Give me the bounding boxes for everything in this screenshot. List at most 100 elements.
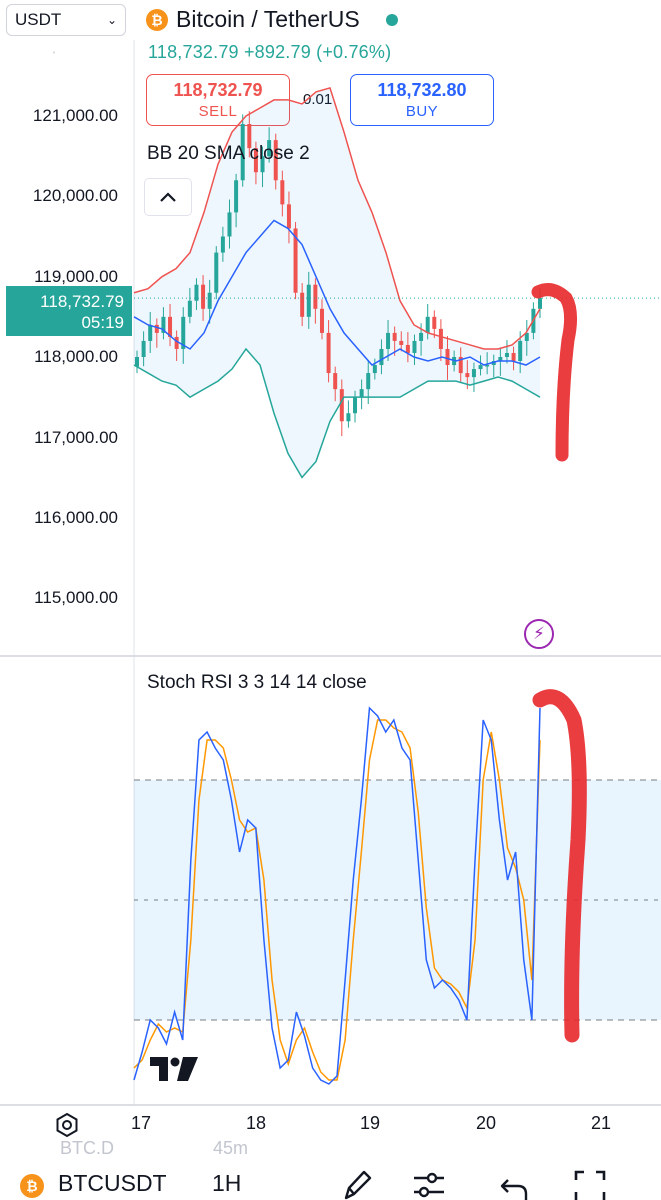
candle-body: [538, 298, 542, 309]
buy-price: 118,732.80: [377, 80, 467, 100]
price-axis-label: 115,000.00: [34, 588, 118, 607]
price-axis-label: 118,000.00: [34, 347, 118, 366]
candle-body: [306, 284, 311, 317]
symbol-header[interactable]: ₿ Bitcoin / TetherUS: [146, 6, 398, 33]
candle-body: [491, 361, 496, 366]
candle-body: [504, 352, 509, 357]
candle-countdown: 05:19: [81, 313, 124, 332]
candle-body: [524, 332, 529, 341]
candle-body: [346, 413, 351, 422]
time-axis-label: 19: [360, 1113, 381, 1133]
candle-body: [458, 357, 463, 374]
ghost-symbol: BTC.D: [60, 1138, 114, 1158]
candle-body: [319, 308, 324, 333]
time-axis-label: 20: [476, 1113, 497, 1133]
price-axis-label: 120,000.00: [32, 186, 118, 205]
candle-body: [234, 180, 239, 213]
collapse-indicators-button[interactable]: [144, 178, 192, 216]
fullscreen-icon[interactable]: [574, 1170, 606, 1200]
candle-body: [247, 124, 252, 149]
candle-body: [399, 340, 404, 345]
candle-body: [372, 365, 377, 374]
price-axis-label: 117,000.00: [34, 428, 118, 447]
stoch-d-line: [133, 719, 541, 1081]
candle-body: [379, 348, 384, 366]
chevron-down-icon: ⌄: [106, 13, 117, 27]
candle-body: [214, 252, 219, 293]
candle-body: [359, 389, 364, 398]
candle-body: [392, 332, 397, 341]
current-price-tag: 118,732.79 05:19: [6, 286, 132, 336]
annotation-arrow-price: [531, 283, 578, 462]
undo-icon[interactable]: [500, 1176, 530, 1200]
sell-label: SELL: [198, 103, 238, 120]
candle-body: [438, 328, 443, 349]
candle-body: [201, 284, 206, 309]
candle-body: [207, 292, 212, 309]
ghost-interval: 45m: [213, 1138, 249, 1158]
settings-gear-icon[interactable]: [54, 1112, 80, 1138]
candle-body: [148, 324, 153, 341]
time-axis-label: 18: [246, 1113, 267, 1133]
price-axis-label: 121,000.00: [32, 106, 118, 125]
candle-body: [168, 316, 173, 337]
candle-body: [333, 373, 338, 390]
candle-body: [518, 340, 523, 362]
price-axis-label: 116,000.00: [34, 508, 118, 527]
price-axis-label: 119,000.00: [34, 267, 118, 286]
candle-body: [465, 373, 470, 378]
bb-indicator-label[interactable]: BB 20 SMA close 2: [147, 143, 310, 164]
candle-body: [240, 124, 245, 181]
candle-body: [187, 300, 192, 317]
annotation-arrow-stoch: [532, 689, 587, 1043]
candle-body: [366, 373, 371, 390]
candle-body: [419, 332, 424, 341]
market-open-icon: [385, 13, 398, 26]
candle-body: [260, 156, 265, 173]
lightning-icon[interactable]: ⚡︎: [524, 619, 554, 649]
spread-value: 0.01: [303, 91, 333, 108]
stoch-indicator-label[interactable]: Stoch RSI 3 3 14 14 close: [147, 672, 367, 693]
candle-body: [253, 148, 258, 173]
time-axis-label: 21: [591, 1113, 612, 1133]
candle-body: [194, 284, 199, 301]
candle-body: [405, 344, 410, 353]
candle-body: [511, 352, 516, 362]
candle-body: [174, 336, 179, 349]
currency-select[interactable]: USDT ⌄: [6, 4, 126, 36]
candle-body: [154, 324, 159, 333]
buy-label: BUY: [405, 103, 439, 120]
scroll-indicator: ˌ: [52, 40, 56, 54]
bitcoin-icon: ₿: [146, 8, 168, 31]
chevron-up-icon: [160, 192, 176, 202]
sliders-icon[interactable]: [412, 1172, 446, 1200]
currency-value: USDT: [15, 10, 62, 29]
bb-upper-line: [133, 86, 541, 350]
price-change-line: 118,732.79 +892.79 (+0.76%): [148, 42, 392, 62]
candle-body: [485, 365, 490, 367]
candle-body: [135, 357, 139, 367]
candle-body: [498, 357, 503, 362]
candle-body: [293, 228, 298, 293]
candle-body: [425, 316, 430, 333]
bb-lower-line: [133, 347, 541, 479]
candle-body: [161, 316, 166, 333]
interval-button[interactable]: 1H: [212, 1170, 242, 1196]
candle-body: [267, 140, 272, 157]
sell-button[interactable]: 118,732.79 SELL: [146, 74, 290, 126]
candle-body: [273, 140, 278, 181]
bitcoin-icon: ₿: [20, 1174, 44, 1198]
candle-body: [432, 316, 437, 329]
buy-button[interactable]: 118,732.80 BUY: [350, 74, 494, 126]
sell-price: 118,732.79: [173, 80, 263, 100]
symbol-button[interactable]: BTCUSDT: [58, 1170, 167, 1196]
candle-body: [412, 340, 417, 353]
symbol-title: Bitcoin / TetherUS: [176, 6, 360, 32]
stoch-k-line: [133, 706, 541, 1085]
pen-icon[interactable]: [340, 1168, 372, 1200]
candle-body: [220, 236, 225, 253]
candle-body: [326, 332, 331, 374]
candle-body: [300, 292, 305, 317]
candle-body: [280, 180, 285, 205]
